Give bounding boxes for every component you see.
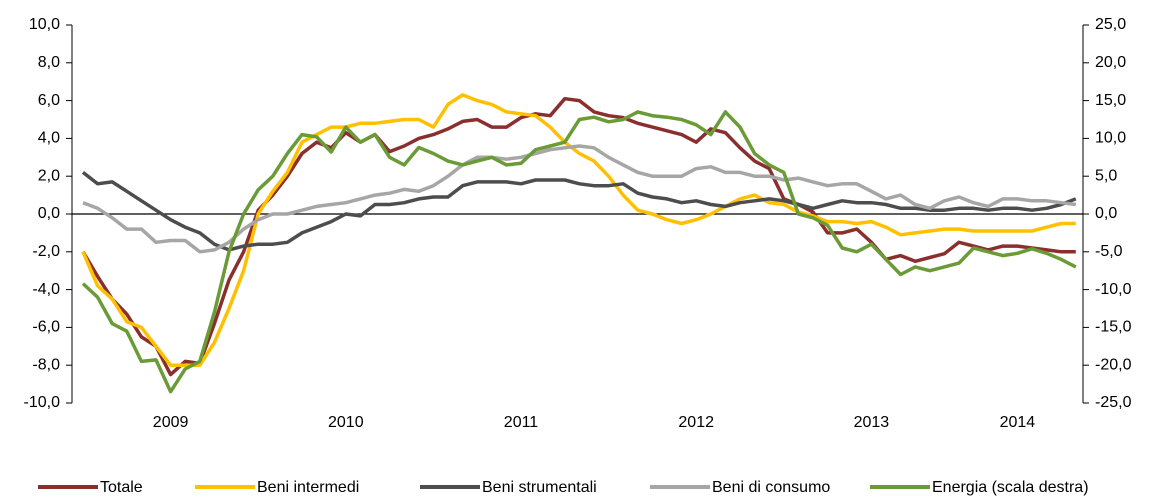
- y2-tick-label: -15,0: [1095, 319, 1132, 336]
- y2-tick-label: -20,0: [1095, 356, 1132, 373]
- series-line: [81, 96, 1076, 377]
- y-tick-label: -6,0: [32, 319, 60, 336]
- y-tick-label: 2,0: [38, 167, 60, 184]
- legend-label: Beni di consumo: [712, 479, 830, 496]
- legend-label: Energia (scala destra): [932, 479, 1089, 496]
- legend-label: Beni intermedi: [257, 479, 359, 496]
- y2-tick-label: 10,0: [1095, 130, 1126, 147]
- x-tick-label: 2013: [854, 414, 890, 431]
- y2-tick-label: -25,0: [1095, 394, 1132, 411]
- x-tick-label: 2014: [1000, 414, 1036, 431]
- x-tick-label: 2009: [153, 414, 189, 431]
- y-tick-label: -4,0: [32, 281, 60, 298]
- series-line: [81, 93, 1076, 367]
- series-line: [81, 110, 1077, 394]
- y-tick-label: -2,0: [32, 243, 60, 260]
- y2-tick-label: 0,0: [1095, 205, 1117, 222]
- y-tick-label: 6,0: [38, 92, 60, 109]
- legend-label: Totale: [100, 479, 143, 496]
- x-tick-label: 2010: [328, 414, 364, 431]
- y-tick-label: 8,0: [38, 54, 60, 71]
- y-tick-label: 10,0: [29, 16, 60, 33]
- series-line: [82, 144, 1077, 254]
- y2-tick-label: -5,0: [1095, 243, 1123, 260]
- y2-tick-label: -10,0: [1095, 281, 1132, 298]
- y2-tick-label: 5,0: [1095, 167, 1117, 184]
- y-tick-label: -8,0: [32, 356, 60, 373]
- y2-tick-label: 20,0: [1095, 54, 1126, 71]
- x-tick-label: 2011: [504, 414, 539, 431]
- x-tick-label: 2012: [678, 414, 714, 431]
- legend-label: Beni strumentali: [482, 479, 597, 496]
- y-tick-label: 0,0: [38, 205, 60, 222]
- y2-tick-label: 15,0: [1095, 92, 1126, 109]
- y-tick-label: -10,0: [24, 394, 61, 411]
- series-line: [81, 171, 1077, 252]
- y2-tick-label: 25,0: [1095, 16, 1126, 33]
- y-tick-label: 4,0: [38, 130, 60, 147]
